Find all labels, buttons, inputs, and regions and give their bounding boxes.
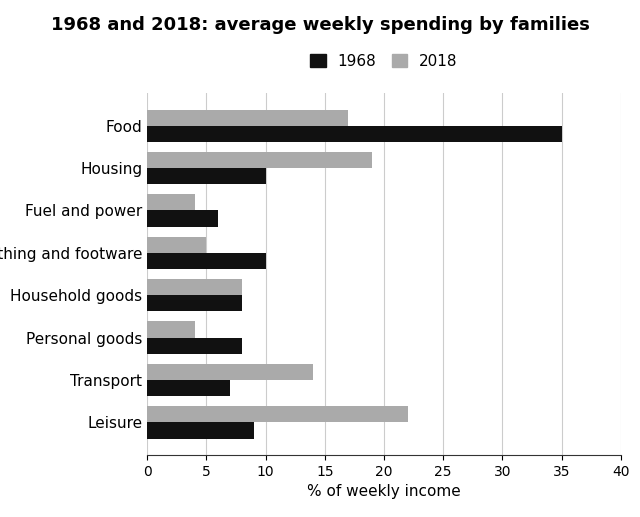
Bar (147, 279, 242, 295)
X-axis label: % of weekly income: % of weekly income (307, 484, 461, 499)
Bar (147, 295, 242, 311)
Bar (147, 380, 230, 396)
Bar (147, 152, 372, 168)
Text: 1968 and 2018: average weekly spending by families: 1968 and 2018: average weekly spending b… (51, 16, 589, 34)
Bar (147, 253, 266, 269)
Bar (147, 422, 253, 438)
Bar (147, 406, 408, 422)
Legend: 1968, 2018: 1968, 2018 (310, 54, 458, 69)
Bar (147, 110, 349, 126)
Bar (147, 126, 562, 142)
Bar (147, 194, 195, 210)
Bar (147, 237, 206, 253)
Bar (147, 168, 266, 184)
Bar (147, 322, 195, 338)
Bar (147, 364, 313, 380)
Bar (147, 210, 218, 226)
Bar (147, 338, 242, 354)
